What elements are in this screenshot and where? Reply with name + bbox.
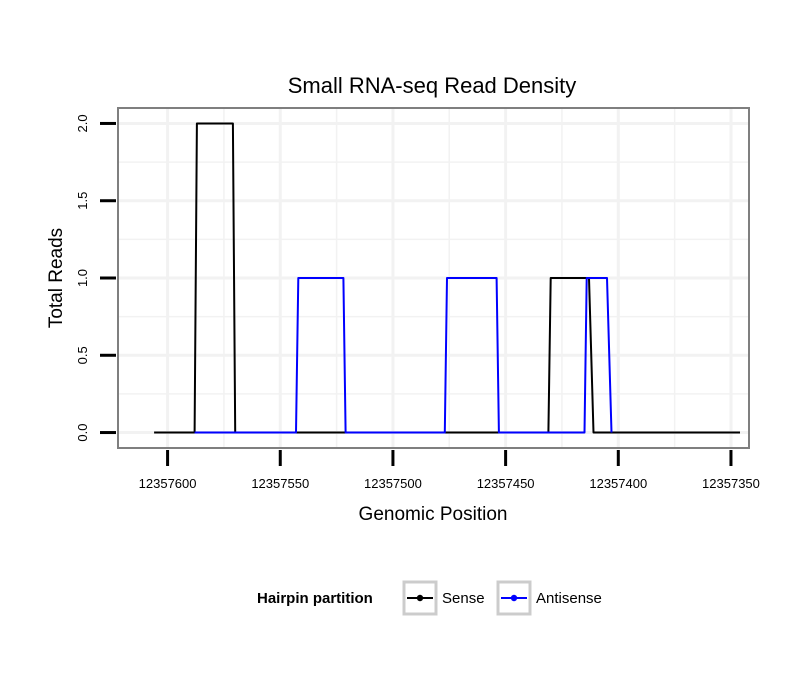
y-axis-title: Total Reads: [46, 228, 67, 328]
chart-title: Small RNA-seq Read Density: [288, 73, 577, 98]
x-tick-label: 12357450: [477, 476, 535, 491]
y-tick-label: 1.5: [75, 192, 90, 210]
x-tick-label: 12357500: [364, 476, 422, 491]
y-tick-label: 0.0: [75, 424, 90, 442]
legend-label: Antisense: [536, 590, 602, 607]
y-axis: 0.0 0.5 1.0 1.5 2.0: [75, 114, 116, 442]
plot-panel: [117, 107, 750, 449]
legend-key-point: [510, 594, 518, 602]
legend: Hairpin partition Sense Antisense: [257, 580, 602, 616]
x-tick-label: 12357550: [251, 476, 309, 491]
y-tick-label: 2.0: [75, 114, 90, 132]
x-tick-label: 12357350: [702, 476, 760, 491]
x-tick-label: 12357600: [139, 476, 197, 491]
series-line-antisense: [194, 277, 613, 434]
legend-entry-antisense: Antisense: [496, 580, 602, 616]
x-axis-title: Genomic Position: [359, 504, 508, 525]
x-axis: 12357600 12357550 12357500 12357450 12357400…: [139, 450, 760, 491]
legend-title: Hairpin partition: [257, 590, 373, 607]
legend-entry-sense: Sense: [402, 580, 485, 616]
y-tick-label: 1.0: [75, 269, 90, 287]
x-tick-label: 12357400: [589, 476, 647, 491]
legend-entries: Sense Antisense: [402, 580, 602, 616]
legend-label: Sense: [442, 590, 485, 607]
series-lines: [154, 122, 740, 434]
legend-key-point: [416, 594, 424, 602]
series-line-sense: [154, 122, 740, 434]
y-tick-label: 0.5: [75, 346, 90, 364]
